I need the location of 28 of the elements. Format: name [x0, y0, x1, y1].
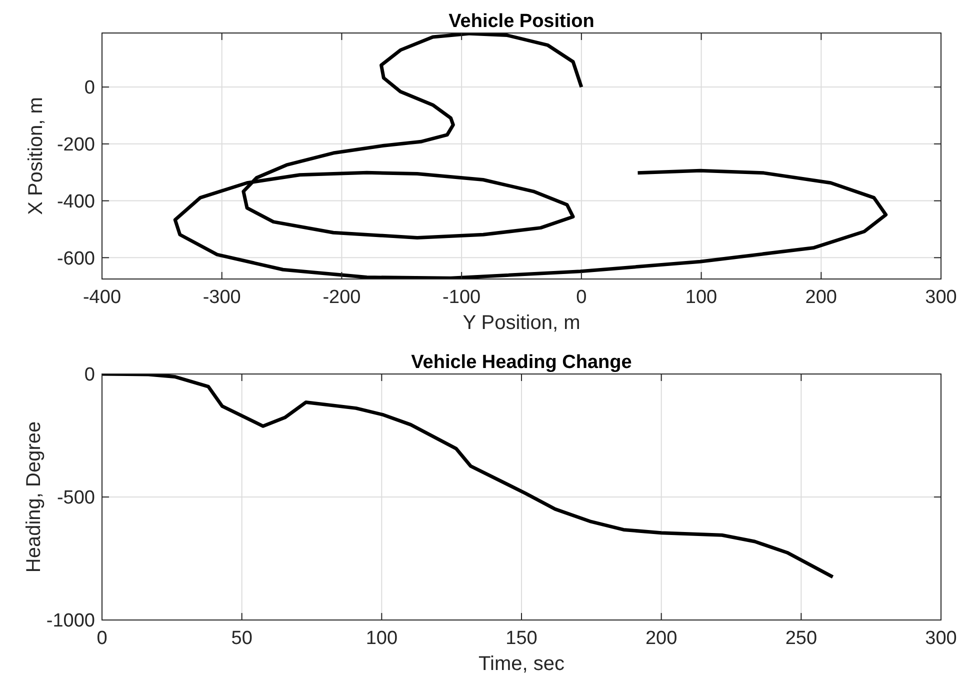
x-tick-label: 100 [685, 287, 718, 308]
x-tick-label: 100 [366, 628, 398, 649]
x-tick-label: 300 [925, 628, 957, 649]
x-tick-label: -100 [442, 287, 481, 308]
y-tick-label: -200 [56, 134, 95, 156]
y-tick-label: -600 [56, 248, 95, 270]
y-tick-label: 0 [84, 78, 95, 99]
x-tick-label: -200 [322, 287, 361, 308]
y-tick-label: -400 [56, 191, 95, 212]
y-axis-title: Heading, Degree [23, 421, 45, 573]
x-axis-title: Y Position, m [462, 312, 580, 334]
x-tick-label: 50 [231, 628, 252, 649]
x-tick-label: 0 [576, 287, 587, 308]
x-axis-title: Time, sec [478, 653, 564, 675]
x-tick-label: 200 [805, 287, 837, 308]
line-series [173, 33, 888, 279]
x-tick-label: 150 [506, 628, 538, 649]
x-tick-label: -300 [202, 287, 241, 308]
chart-title: Vehicle Position [448, 11, 594, 32]
y-tick-label: -500 [56, 488, 95, 509]
x-tick-label: 250 [785, 628, 818, 649]
y-axis-title: X Position, m [25, 97, 47, 215]
chart-title: Vehicle Heading Change [411, 352, 632, 373]
x-tick-label: 300 [925, 287, 957, 308]
line-series [102, 374, 835, 579]
x-tick-label: 200 [645, 628, 678, 649]
y-tick-label: -1000 [46, 610, 95, 632]
y-tick-label: 0 [84, 364, 95, 386]
